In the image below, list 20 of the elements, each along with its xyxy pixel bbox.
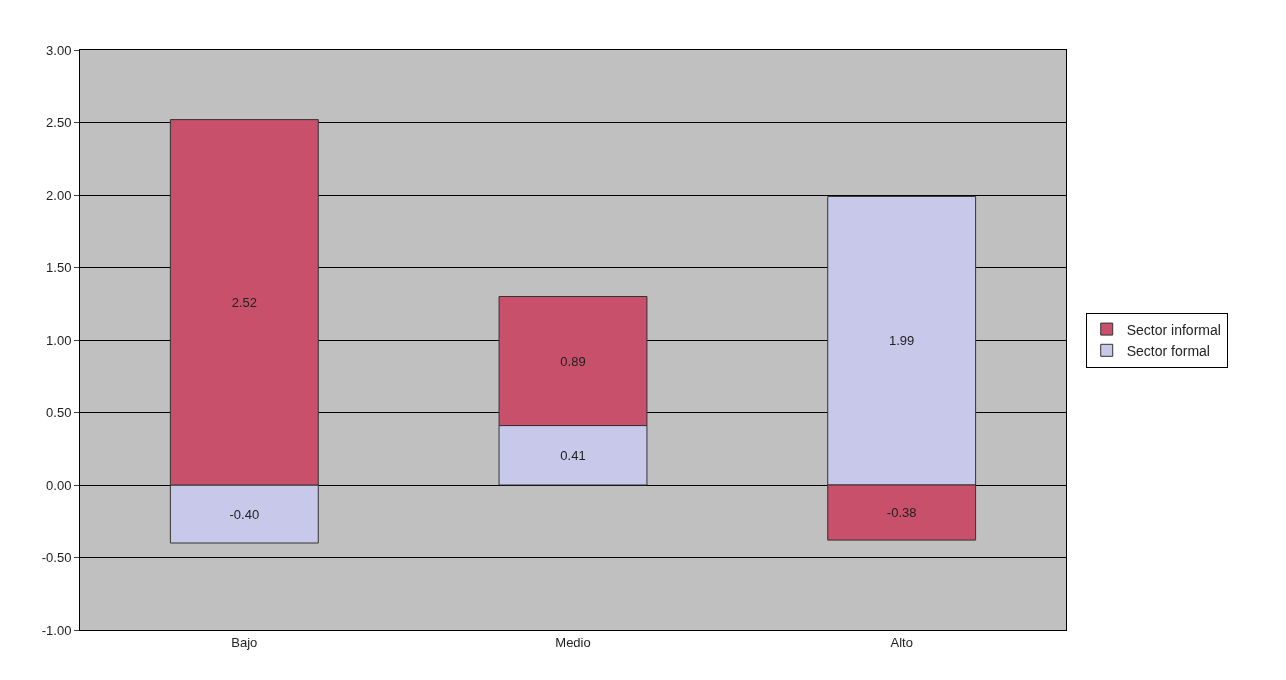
y-tick-label: 3.00 — [46, 42, 72, 58]
legend-label: Sector formal — [1126, 342, 1210, 359]
data-label: 0.41 — [560, 447, 586, 463]
data-label: -0.40 — [229, 506, 260, 522]
y-tick-label: 0.50 — [46, 405, 72, 421]
y-tick-label: -0.50 — [41, 550, 72, 566]
data-label: 1.99 — [889, 333, 915, 349]
y-tick-label: 1.50 — [46, 260, 72, 276]
legend-label: Sector informal — [1126, 321, 1221, 338]
y-tick-label: 2.50 — [46, 115, 72, 131]
y-tick-label: 2.00 — [46, 187, 72, 203]
y-tick-label: -1.00 — [41, 622, 72, 638]
data-label: 2.52 — [231, 294, 257, 310]
data-label: -0.38 — [886, 505, 917, 521]
x-tick-label: Medio — [555, 634, 591, 650]
y-tick-label: 0.00 — [46, 477, 72, 493]
data-label: 0.89 — [560, 353, 586, 369]
x-tick-label: Alto — [890, 634, 913, 650]
y-tick-label: 1.00 — [46, 332, 72, 348]
x-tick-label: Bajo — [231, 634, 258, 650]
